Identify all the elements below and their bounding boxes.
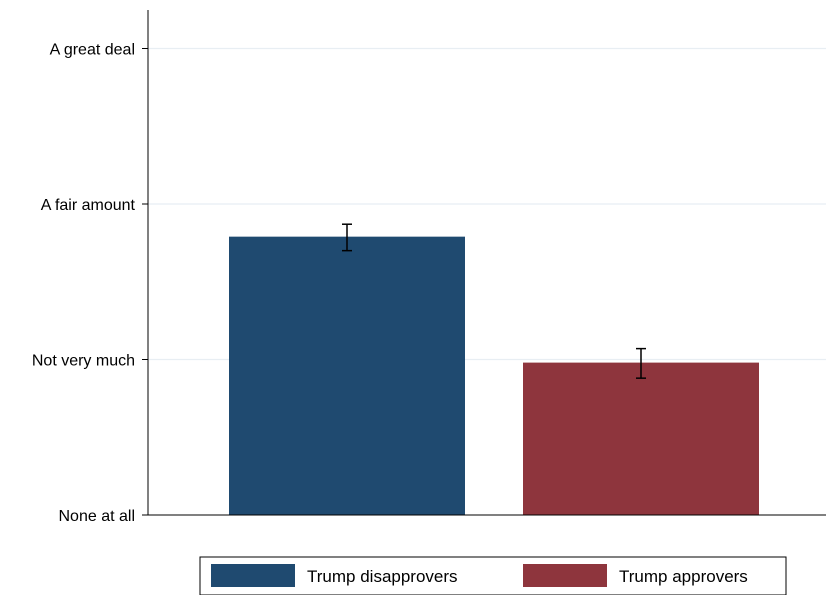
y-tick-label: Not very much xyxy=(32,353,135,370)
bar-1 xyxy=(523,362,759,515)
y-axis: None at all Not very much A fair amount A g… xyxy=(32,10,826,525)
y-tick-label: A fair amount xyxy=(41,197,136,214)
bars xyxy=(229,223,759,515)
legend-label-disapprovers: Trump disapprovers xyxy=(307,567,458,586)
legend-swatch-approvers xyxy=(523,564,607,587)
bar-0 xyxy=(229,236,465,515)
y-tick-label: A great deal xyxy=(50,42,135,59)
legend-box xyxy=(199,556,787,595)
legend-swatch-disapprovers xyxy=(211,564,295,587)
legend: Trump disapprovers Trump approvers xyxy=(199,556,787,595)
legend-label-approvers: Trump approvers xyxy=(619,567,748,586)
y-tick-label: None at all xyxy=(59,508,136,525)
